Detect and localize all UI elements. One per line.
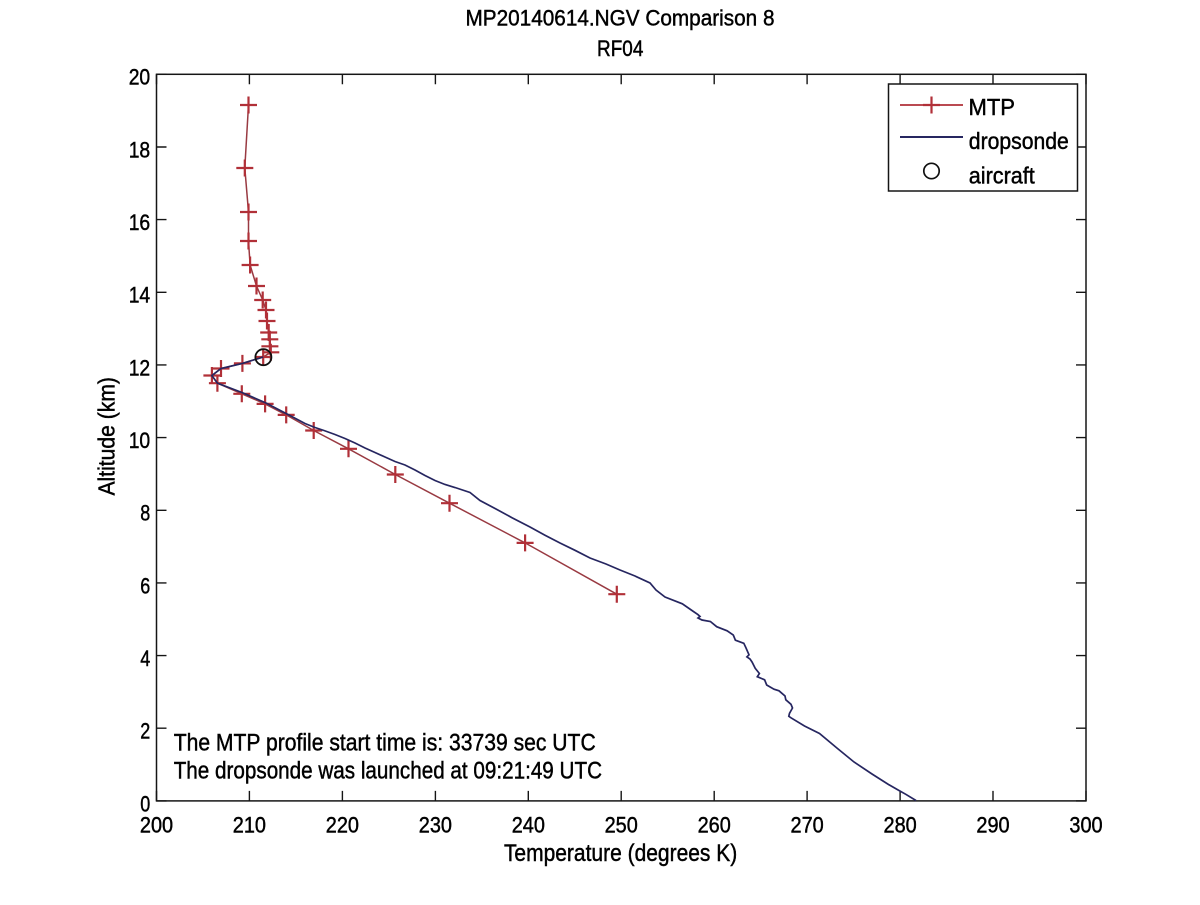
svg-text:16: 16 <box>129 210 151 235</box>
svg-text:aircraft: aircraft <box>969 163 1036 189</box>
svg-text:12: 12 <box>129 355 151 380</box>
svg-text:2: 2 <box>140 719 150 744</box>
svg-text:8: 8 <box>140 501 150 526</box>
svg-text:250: 250 <box>605 813 638 838</box>
svg-text:220: 220 <box>326 813 359 838</box>
svg-text:Altitude (km): Altitude (km) <box>94 377 120 496</box>
svg-text:The dropsonde was launched at: The dropsonde was launched at 09:21:49 U… <box>174 757 602 784</box>
svg-text:4: 4 <box>140 646 150 671</box>
svg-text:MTP: MTP <box>969 94 1016 120</box>
svg-text:20: 20 <box>129 65 151 90</box>
svg-text:290: 290 <box>976 813 1009 838</box>
svg-text:Temperature (degrees K): Temperature (degrees K) <box>504 840 737 867</box>
svg-text:210: 210 <box>233 813 266 838</box>
svg-text:RF04: RF04 <box>597 36 643 61</box>
svg-text:6: 6 <box>140 573 150 598</box>
svg-text:270: 270 <box>791 813 824 838</box>
svg-text:240: 240 <box>512 813 545 838</box>
svg-text:dropsonde: dropsonde <box>969 128 1069 154</box>
svg-text:MP20140614.NGV Comparison 8: MP20140614.NGV Comparison 8 <box>466 5 775 30</box>
svg-text:18: 18 <box>129 137 151 162</box>
svg-text:230: 230 <box>419 813 452 838</box>
svg-text:14: 14 <box>129 283 151 308</box>
svg-text:260: 260 <box>698 813 731 838</box>
svg-text:280: 280 <box>884 813 917 838</box>
svg-text:10: 10 <box>129 428 151 453</box>
svg-text:0: 0 <box>140 791 150 816</box>
svg-text:200: 200 <box>140 813 173 838</box>
svg-text:300: 300 <box>1069 813 1102 838</box>
svg-text:The MTP profile start time is:: The MTP profile start time is: 33739 sec… <box>174 729 596 756</box>
